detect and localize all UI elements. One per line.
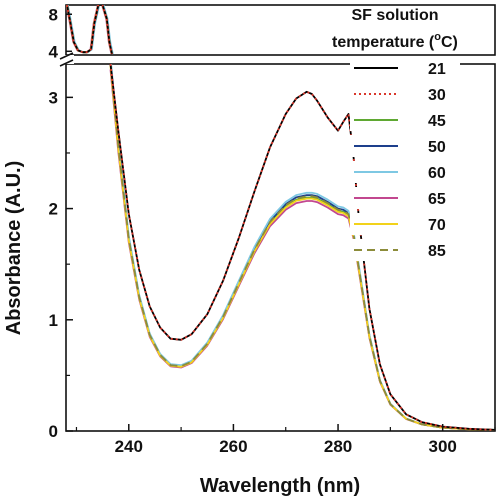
legend-label-30: 30 (428, 87, 446, 104)
legend-label-21: 21 (428, 61, 446, 78)
y-upper-tick-label: 4 (49, 42, 59, 61)
x-axis-title: Wavelength (nm) (200, 475, 360, 497)
legend-title-line2: temperature (oC) (332, 31, 458, 51)
series-upper-30 (66, 5, 113, 55)
lower-plot-frame (65, 63, 496, 432)
legend-label-50: 50 (428, 139, 446, 156)
legend-entry-bg (350, 187, 460, 209)
x-tick-label: 300 (428, 437, 456, 456)
legend-label-60: 60 (428, 165, 446, 182)
legend-entry-bg (350, 57, 460, 79)
legend-entry-bg (350, 83, 460, 105)
x-tick-label: 260 (219, 437, 247, 456)
upper-plot-frame (65, 4, 496, 56)
legend-title-superscript: o (434, 31, 441, 43)
y-tick-label: 3 (49, 88, 58, 107)
lower-plot-area (109, 64, 495, 431)
y-tick-label: 2 (49, 200, 58, 219)
series-line-21 (109, 64, 495, 431)
legend-title-text: temperature ( (332, 34, 435, 51)
upper-plot-area (66, 5, 114, 55)
legend: 21 30 45 50 60 65 70 85 (350, 57, 460, 261)
y-axis-title: Absorbance (A.U.) (3, 161, 25, 335)
y-tick-label: 1 (49, 311, 58, 330)
legend-label-65: 65 (428, 191, 446, 208)
legend-label-85: 85 (428, 243, 446, 260)
legend-entry-bg (350, 213, 460, 235)
legend-label-45: 45 (428, 113, 446, 130)
x-tick-label: 240 (115, 437, 143, 456)
y-tick-label: 0 (49, 422, 58, 441)
series-upper-21 (66, 5, 113, 55)
axis-break-mark (59, 52, 74, 67)
legend-label-70: 70 (428, 217, 446, 234)
legend-entry-bg (350, 239, 460, 261)
legend-entry-bg (350, 161, 460, 183)
legend-entry-bg (350, 109, 460, 131)
axis-ticks: 240 260 280 300 0 1 2 3 4 8 (49, 5, 496, 456)
legend-title-line1: SF solution (351, 7, 438, 24)
legend-title-unit: C) (441, 34, 458, 51)
legend-entry-bg (350, 135, 460, 157)
x-tick-label: 280 (324, 437, 352, 456)
series-line-85 (109, 64, 495, 431)
y-upper-tick-label: 8 (49, 5, 58, 24)
